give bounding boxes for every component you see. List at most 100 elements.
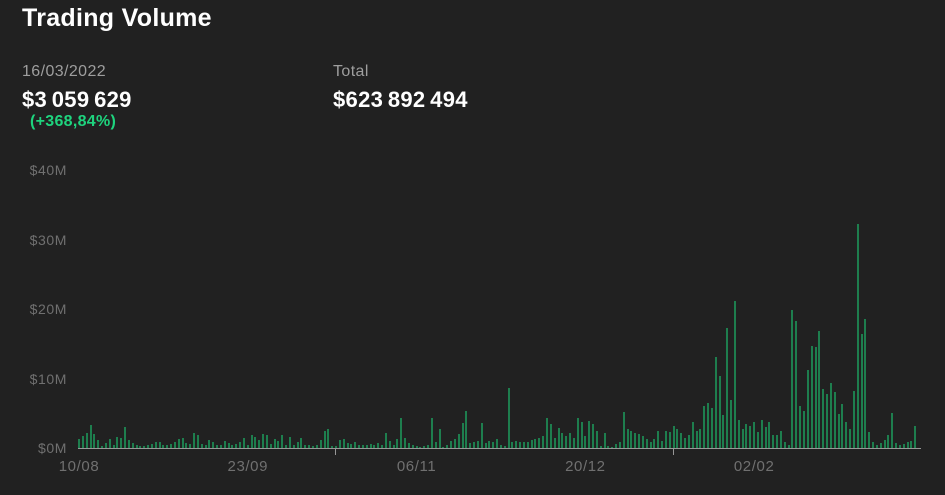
volume-bar[interactable] bbox=[281, 434, 284, 448]
volume-bar[interactable] bbox=[400, 418, 403, 448]
volume-bar[interactable] bbox=[254, 436, 257, 448]
volume-bar[interactable] bbox=[764, 427, 767, 448]
volume-bar[interactable] bbox=[879, 443, 882, 448]
volume-bar[interactable] bbox=[315, 445, 318, 448]
volume-bar[interactable] bbox=[618, 442, 621, 448]
volume-bar[interactable] bbox=[273, 438, 276, 448]
volume-bar[interactable] bbox=[611, 446, 614, 448]
volume-bar[interactable] bbox=[833, 392, 836, 448]
volume-bar[interactable] bbox=[277, 441, 280, 448]
volume-bar[interactable] bbox=[883, 439, 886, 448]
volume-bar[interactable] bbox=[887, 434, 890, 448]
volume-bar[interactable] bbox=[473, 442, 476, 448]
volume-bar[interactable] bbox=[542, 436, 545, 448]
volume-bar[interactable] bbox=[300, 438, 303, 448]
volume-bar[interactable] bbox=[492, 442, 495, 448]
volume-bar[interactable] bbox=[177, 438, 180, 448]
volume-bar[interactable] bbox=[311, 445, 314, 448]
volume-bar[interactable] bbox=[872, 441, 875, 448]
volume-bar[interactable] bbox=[124, 427, 127, 448]
volume-bar[interactable] bbox=[638, 434, 641, 448]
volume-bar[interactable] bbox=[814, 347, 817, 448]
volume-bar[interactable] bbox=[902, 443, 905, 448]
volume-bar[interactable] bbox=[783, 442, 786, 448]
volume-bar[interactable] bbox=[335, 445, 337, 448]
volume-bar[interactable] bbox=[634, 432, 637, 448]
volume-bar[interactable] bbox=[246, 444, 249, 448]
volume-bar[interactable] bbox=[384, 432, 387, 448]
volume-bar[interactable] bbox=[189, 443, 192, 448]
volume-bar[interactable] bbox=[361, 445, 364, 448]
volume-bar[interactable] bbox=[404, 437, 407, 448]
volume-bar[interactable] bbox=[760, 419, 763, 448]
volume-bar[interactable] bbox=[910, 441, 913, 448]
volume-bar[interactable] bbox=[427, 444, 430, 448]
volume-bar[interactable] bbox=[127, 439, 130, 448]
volume-bar[interactable] bbox=[392, 445, 395, 448]
volume-bar[interactable] bbox=[580, 421, 583, 448]
volume-bar[interactable] bbox=[430, 418, 433, 448]
volume-bar[interactable] bbox=[565, 436, 568, 448]
volume-bar[interactable] bbox=[588, 420, 591, 448]
volume-bar[interactable] bbox=[423, 445, 426, 448]
volume-bar[interactable] bbox=[308, 444, 311, 448]
volume-bar[interactable] bbox=[262, 434, 265, 448]
volume-bar[interactable] bbox=[208, 440, 211, 448]
volume-bar[interactable] bbox=[511, 442, 514, 448]
volume-bar[interactable] bbox=[265, 435, 268, 448]
volume-bar[interactable] bbox=[358, 445, 361, 448]
volume-bar[interactable] bbox=[607, 445, 610, 448]
volume-bar[interactable] bbox=[373, 444, 376, 448]
volume-bar[interactable] bbox=[342, 438, 345, 448]
volume-bar[interactable] bbox=[745, 424, 748, 448]
volume-bar[interactable] bbox=[480, 422, 483, 448]
volume-bar[interactable] bbox=[465, 411, 468, 448]
volume-bar[interactable] bbox=[856, 224, 859, 448]
volume-bar[interactable] bbox=[162, 444, 165, 448]
volume-bar[interactable] bbox=[204, 444, 207, 448]
volume-bar[interactable] bbox=[707, 402, 710, 448]
volume-bar[interactable] bbox=[661, 441, 664, 448]
volume-bar[interactable] bbox=[457, 434, 460, 448]
volume-bar[interactable] bbox=[147, 445, 150, 448]
volume-bar[interactable] bbox=[664, 430, 667, 448]
volume-bar[interactable] bbox=[860, 334, 863, 448]
volume-bar[interactable] bbox=[845, 421, 848, 448]
volume-bar[interactable] bbox=[258, 439, 261, 448]
volume-bar[interactable] bbox=[569, 432, 571, 448]
volume-bar[interactable] bbox=[599, 445, 602, 448]
volume-bar[interactable] bbox=[503, 445, 506, 448]
volume-bar[interactable] bbox=[818, 331, 821, 448]
volume-bar[interactable] bbox=[181, 438, 184, 448]
volume-bar[interactable] bbox=[488, 441, 491, 448]
volume-bar[interactable] bbox=[852, 391, 855, 448]
volume-bar[interactable] bbox=[227, 443, 230, 448]
volume-bar[interactable] bbox=[534, 438, 537, 448]
volume-bar[interactable] bbox=[381, 445, 384, 448]
volume-bar[interactable] bbox=[810, 345, 813, 448]
volume-bar[interactable] bbox=[411, 444, 414, 448]
volume-bar[interactable] bbox=[154, 442, 157, 448]
volume-bar[interactable] bbox=[561, 432, 564, 448]
volume-bar[interactable] bbox=[450, 441, 453, 448]
volume-bar[interactable] bbox=[657, 431, 660, 448]
volume-bar[interactable] bbox=[695, 430, 698, 448]
volume-bar[interactable] bbox=[78, 438, 80, 448]
volume-bar[interactable] bbox=[714, 356, 717, 448]
volume-bar[interactable] bbox=[806, 370, 809, 448]
volume-bar[interactable] bbox=[242, 438, 245, 448]
volume-bar[interactable] bbox=[108, 438, 111, 448]
volume-bar[interactable] bbox=[469, 443, 472, 448]
volume-bar[interactable] bbox=[741, 429, 744, 448]
volume-bar[interactable] bbox=[120, 438, 123, 448]
volume-bar[interactable] bbox=[112, 444, 115, 448]
volume-bar[interactable] bbox=[718, 376, 721, 448]
volume-bar[interactable] bbox=[803, 411, 805, 448]
volume-bar[interactable] bbox=[285, 444, 288, 448]
volume-bar[interactable] bbox=[166, 445, 169, 448]
volume-bar[interactable] bbox=[668, 432, 671, 448]
volume-bar[interactable] bbox=[231, 445, 234, 448]
volume-bar[interactable] bbox=[296, 441, 299, 448]
volume-bar[interactable] bbox=[772, 435, 775, 448]
volume-bar[interactable] bbox=[235, 443, 238, 448]
